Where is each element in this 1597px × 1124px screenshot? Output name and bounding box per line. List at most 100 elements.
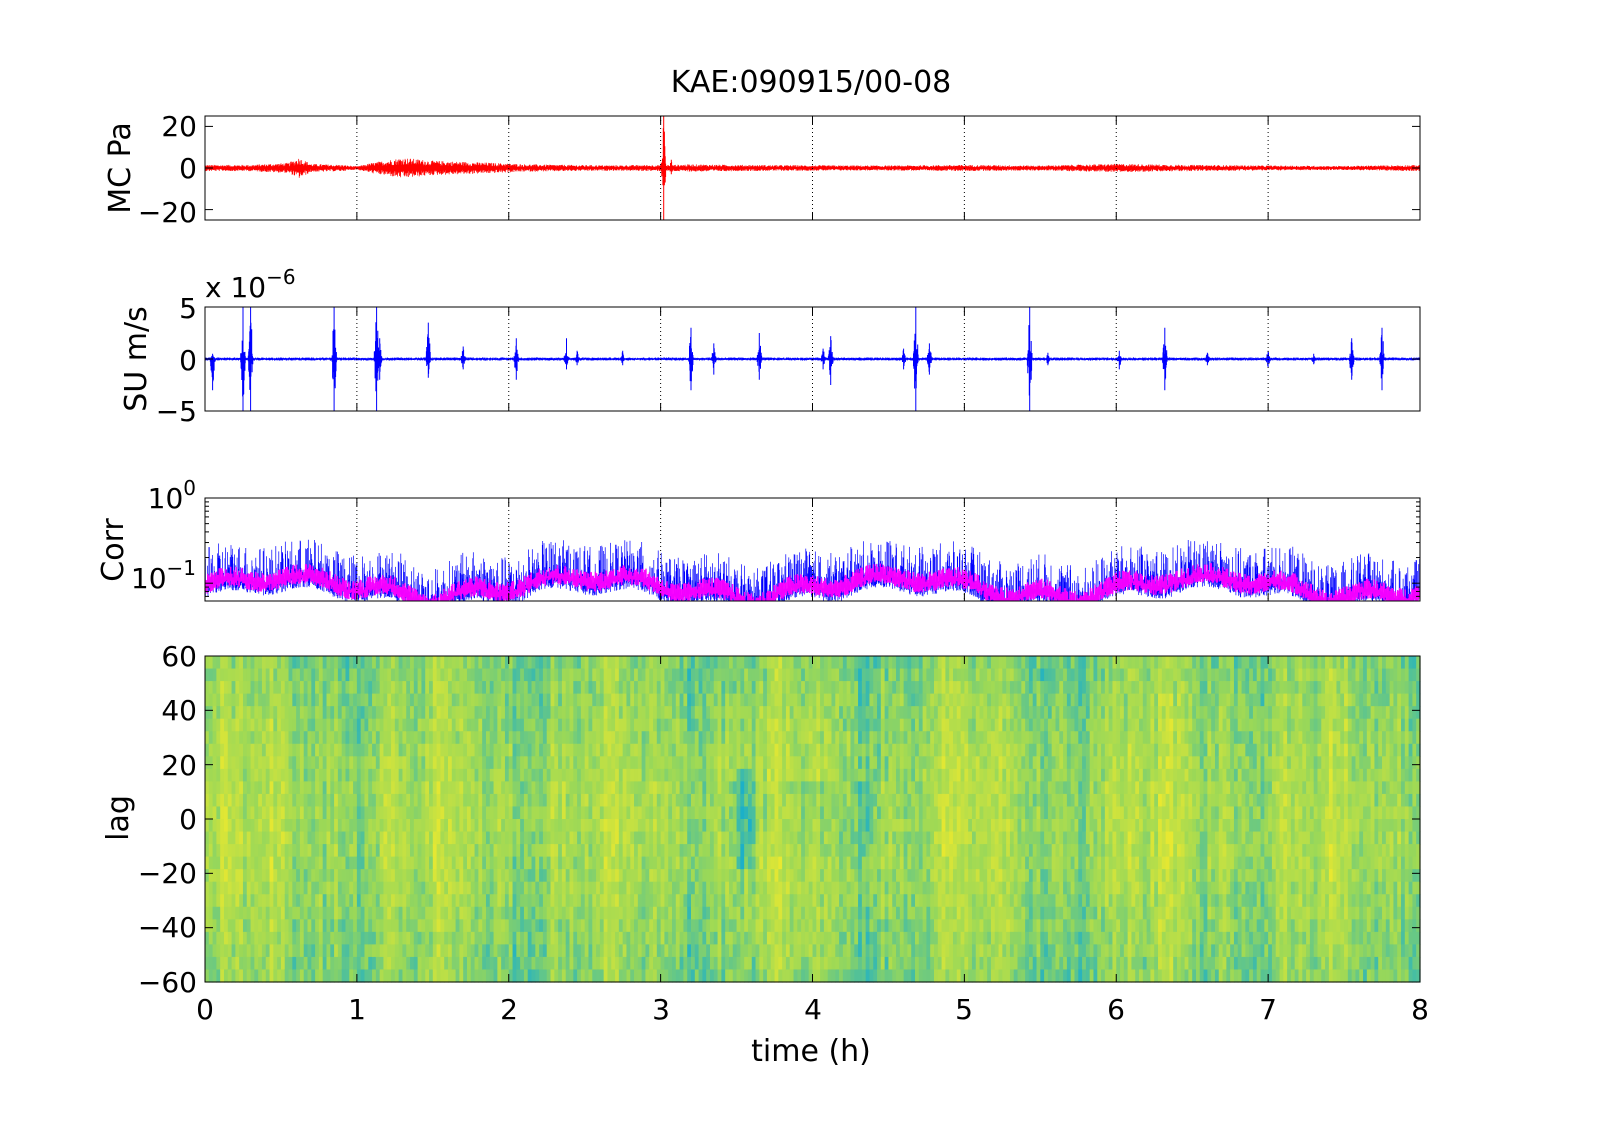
- heatmap-cell: [588, 956, 593, 971]
- heatmap-cell: [846, 718, 852, 732]
- heatmap-cell: [463, 693, 468, 707]
- heatmap-cell: [535, 881, 540, 895]
- heatmap-cell: [763, 906, 768, 920]
- heatmap-cell: [839, 819, 844, 833]
- heatmap-cell: [782, 856, 787, 870]
- heatmap-cell: [379, 806, 385, 820]
- heatmap-cell: [645, 969, 650, 983]
- heatmap-cell: [421, 844, 426, 858]
- heatmap-cell: [326, 881, 331, 895]
- heatmap-cell: [896, 768, 901, 782]
- heatmap-cell: [596, 731, 601, 745]
- heatmap-cell: [599, 756, 605, 770]
- heatmap-cell: [455, 894, 460, 908]
- heatmap-cell: [497, 706, 502, 720]
- heatmap-cell: [599, 706, 605, 720]
- heatmap-cell: [558, 831, 563, 845]
- heatmap-cell: [410, 819, 415, 833]
- heatmap-cell: [296, 681, 301, 695]
- heatmap-cell: [709, 793, 715, 808]
- heatmap-cell: [254, 969, 259, 983]
- heatmap-cell: [877, 706, 882, 720]
- heatmap-cell: [706, 919, 711, 933]
- heatmap-cell: [622, 693, 628, 707]
- heatmap-cell: [394, 718, 400, 732]
- heatmap-cell: [839, 681, 844, 695]
- heatmap-cell: [372, 806, 377, 820]
- heatmap-cell: [307, 668, 312, 682]
- heatmap-cell: [463, 668, 468, 682]
- heatmap-cell: [334, 969, 339, 983]
- heatmap-cell: [740, 819, 745, 833]
- heatmap-cell: [588, 969, 593, 983]
- heatmap-cell: [368, 781, 373, 795]
- heatmap-cell: [641, 944, 647, 958]
- heatmap-cell: [573, 731, 578, 745]
- heatmap-cell: [736, 919, 741, 933]
- heatmap-cell: [208, 718, 214, 732]
- heatmap-cell: [766, 668, 772, 682]
- heatmap-cell: [713, 681, 719, 695]
- heatmap-cell: [512, 831, 517, 845]
- heatmap-cell: [299, 781, 305, 795]
- heatmap-cell: [485, 956, 491, 971]
- heatmap-cell: [277, 869, 282, 883]
- heatmap-cell: [865, 681, 871, 695]
- heatmap-cell: [284, 906, 290, 920]
- heatmap-cell: [744, 768, 749, 782]
- heatmap-cell: [751, 793, 757, 808]
- heatmap-cell: [303, 919, 309, 933]
- heatmap-cell: [641, 781, 647, 795]
- heatmap-cell: [337, 894, 343, 908]
- heatmap-cell: [235, 844, 240, 858]
- heatmap-cell: [516, 793, 521, 808]
- heatmap-cell: [808, 969, 814, 983]
- panel-corr: 100 10−1 Corr: [96, 476, 1421, 602]
- heatmap-cell: [785, 906, 791, 920]
- heatmap-cell: [436, 931, 442, 945]
- heatmap-cell: [618, 668, 624, 682]
- heatmap-cell: [330, 856, 335, 870]
- heatmap-cell: [239, 693, 244, 707]
- heatmap-cell: [789, 869, 795, 883]
- heatmap-cell: [489, 931, 495, 945]
- heatmap-cell: [542, 919, 548, 933]
- heatmap-cell: [691, 856, 696, 870]
- heatmap-cell: [596, 718, 601, 732]
- heatmap-cell: [687, 844, 692, 858]
- heatmap-cell: [641, 681, 647, 695]
- heatmap-cell: [736, 956, 741, 971]
- heatmap-cell: [831, 956, 836, 971]
- heatmap-cell: [337, 844, 343, 858]
- heatmap-cell: [413, 919, 419, 933]
- heatmap-cell: [755, 668, 760, 682]
- heatmap-cell: [645, 756, 650, 770]
- heatmap-cell: [782, 919, 787, 933]
- heatmap-cell: [766, 819, 772, 833]
- heatmap-cell: [208, 969, 214, 983]
- heatmap-cell: [349, 706, 354, 720]
- heatmap-cell: [208, 856, 214, 870]
- heatmap-cell: [740, 906, 745, 920]
- heatmap-cell: [732, 906, 738, 920]
- heatmap-cell: [220, 768, 225, 782]
- heatmap-cell: [827, 919, 833, 933]
- heatmap-cell: [607, 731, 612, 745]
- heatmap-cell: [580, 919, 586, 933]
- heatmap-cell: [766, 806, 772, 820]
- heatmap-cell: [387, 706, 392, 720]
- heatmap-cell: [334, 881, 339, 895]
- heatmap-cell: [508, 831, 514, 845]
- heatmap-cell: [440, 718, 445, 732]
- heatmap-cell: [246, 856, 252, 870]
- heatmap-cell: [242, 693, 248, 707]
- heatmap-cell: [315, 718, 320, 732]
- heatmap-cell: [455, 931, 460, 945]
- heatmap-cell: [854, 931, 859, 945]
- heatmap-cell: [463, 706, 468, 720]
- heatmap-cell: [527, 756, 533, 770]
- heatmap-cell: [812, 894, 817, 908]
- heatmap-cell: [212, 856, 217, 870]
- heatmap-cell: [831, 756, 836, 770]
- heatmap-cell: [649, 681, 654, 695]
